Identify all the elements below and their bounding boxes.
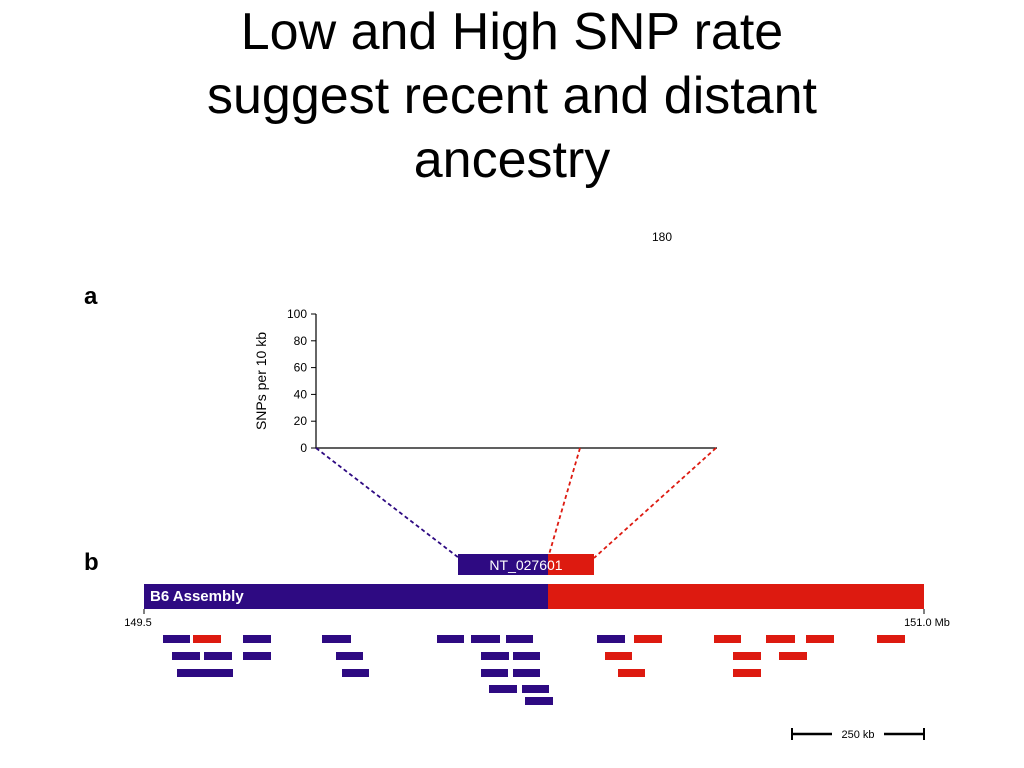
y-axis-ticks: 0 20 40 60 80 100 [287, 307, 316, 455]
haplotype-block-purple [243, 652, 271, 660]
slide-title: Low and High SNP rate suggest recent and… [0, 0, 1024, 192]
haplotype-block-red [766, 635, 795, 643]
haplotype-block-purple [322, 635, 351, 643]
haplotype-block-purple [522, 685, 549, 693]
haplotype-block-purple [489, 685, 517, 693]
haplotype-block-purple [471, 635, 500, 643]
haplotype-block-red [714, 635, 741, 643]
haplotype-block-red [779, 652, 807, 660]
assembly-band: B6 Assembly 149.5 151.0 Mb [124, 584, 950, 629]
haplotype-block-purple [513, 652, 540, 660]
scale-bar: 250 kb [791, 728, 925, 741]
haplotype-block-purple [481, 669, 508, 677]
title-line-1: Low and High SNP rate [240, 3, 784, 61]
assembly-purple-segment [144, 584, 548, 609]
haplotype-block-purple [342, 669, 369, 677]
haplotype-block-red [618, 669, 645, 677]
haplotype-block-red [733, 669, 761, 677]
zoom-connector-left [315, 447, 460, 559]
haplotype-block-red [877, 635, 905, 643]
title-line-2: suggest recent and distant [207, 67, 817, 125]
zoom-connector-right [593, 447, 717, 559]
scale-bar-label: 250 kb [841, 729, 874, 741]
y-tick-label: 60 [294, 361, 308, 375]
assembly-start-label: 149.5 [124, 617, 152, 629]
contig-purple-segment [458, 554, 548, 575]
contig-box: NT_027601 [458, 554, 594, 575]
snp-rate-chart: 0 20 40 60 80 100 SNPs per 10 kb 180 [253, 230, 717, 455]
contig-red-segment [548, 554, 594, 575]
assembly-red-segment [548, 584, 924, 609]
y-axis-title: SNPs per 10 kb [253, 332, 269, 430]
y-tick-label: 0 [300, 441, 307, 455]
y-tick-label: 80 [294, 334, 308, 348]
haplotype-block-purple [243, 635, 271, 643]
haplotype-block-purple [437, 635, 464, 643]
haplotype-block-red [733, 652, 761, 660]
assembly-end-label: 151.0 Mb [904, 617, 950, 629]
y-tick-label: 100 [287, 307, 307, 321]
haplotype-block-purple [336, 652, 363, 660]
zoom-connector-mid [547, 447, 581, 559]
panel-a-label: a [84, 283, 98, 310]
contig-label: NT_027601 [489, 557, 562, 573]
haplotype-block-red [605, 652, 632, 660]
haplotype-block-purple [204, 652, 232, 660]
y-tick-label: 20 [294, 414, 308, 428]
haplotype-block-purple [177, 669, 233, 677]
panel-b-label: b [84, 549, 99, 576]
title-line-3: ancestry [413, 131, 611, 189]
haplotype-block-red [193, 635, 221, 643]
haplotype-block-purple [597, 635, 625, 643]
peak-value-label: 180 [652, 230, 672, 244]
haplotype-block-red [806, 635, 834, 643]
haplotype-block-purple [481, 652, 509, 660]
haplotype-segments [163, 635, 905, 705]
assembly-label: B6 Assembly [150, 588, 244, 605]
haplotype-block-purple [506, 635, 533, 643]
y-tick-label: 40 [294, 387, 308, 401]
haplotype-block-purple [172, 652, 200, 660]
haplotype-block-purple [163, 635, 190, 643]
haplotype-block-purple [513, 669, 540, 677]
haplotype-block-purple [525, 697, 553, 705]
haplotype-block-red [634, 635, 662, 643]
